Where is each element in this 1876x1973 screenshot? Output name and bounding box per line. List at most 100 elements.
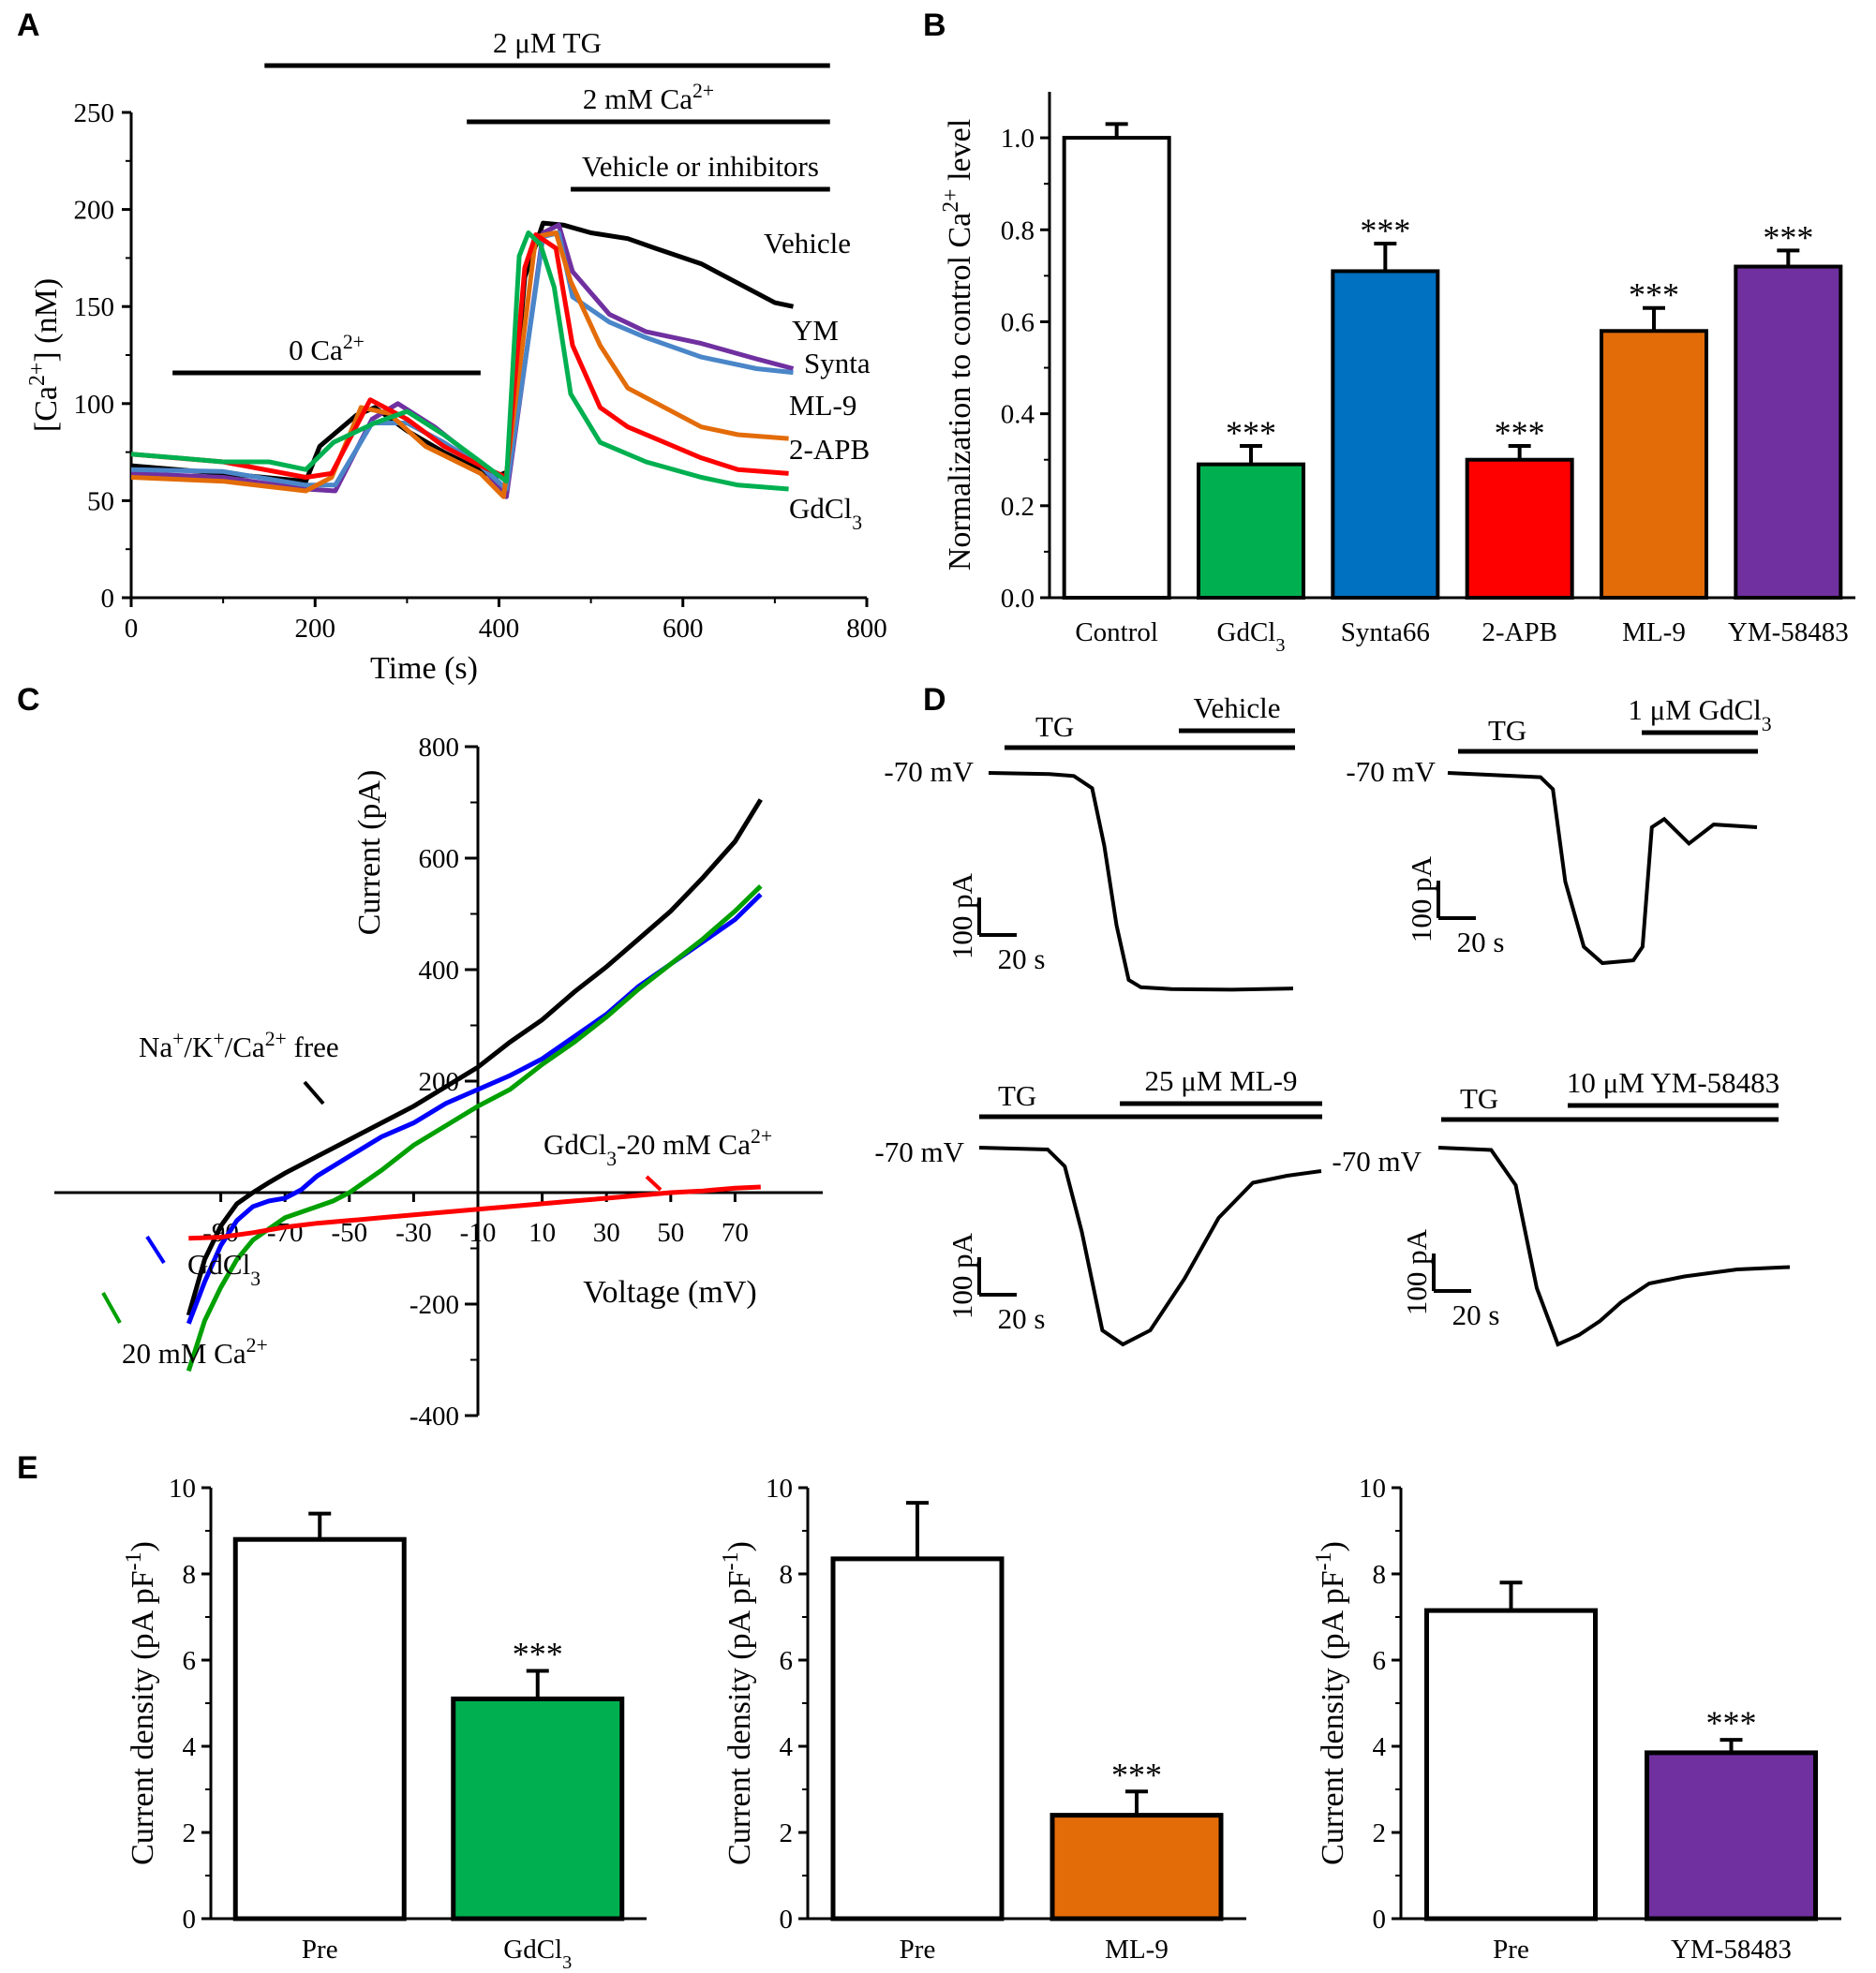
holding-potential: -70 mV — [1332, 1145, 1422, 1178]
bar-pre — [1424, 1608, 1598, 1921]
x-tick-label: 600 — [663, 614, 704, 644]
y-tick-label: 0.0 — [1001, 584, 1035, 614]
y-axis-title: Normalization to control Ca2+ level — [939, 119, 977, 571]
x-tick-label: -30 — [395, 1218, 432, 1248]
significance-stars: *** — [1226, 414, 1276, 452]
protocol-label: Vehicle or inhibitors — [582, 150, 819, 183]
panel-b-normalized-bars: 0.0 0.2 0.4 0.6 0.8 1.0 Normalization to contr… — [939, 92, 1855, 656]
y-axis-title: Current density (pA pF-1) — [1312, 1541, 1350, 1865]
y-tick-label: 150 — [74, 292, 115, 322]
trace-2-apb — [130, 232, 789, 480]
holding-potential: -70 mV — [874, 1135, 964, 1168]
curve-annotation: Na+/K+/Ca2+ free — [139, 1028, 339, 1063]
y-tick-label: 2 — [1373, 1818, 1387, 1848]
category-label: GdCl3 — [503, 1935, 572, 1973]
y-tick-label: 8 — [1373, 1560, 1387, 1590]
y-tick-label: 10 — [169, 1474, 196, 1504]
y-axis-title: Current density (pA pF-1) — [719, 1541, 757, 1865]
iv-curve — [188, 1184, 761, 1241]
legend-2-apb: 2-APB — [789, 433, 870, 466]
panel-label-e: E — [17, 1450, 38, 1486]
x-tick-label: 70 — [722, 1218, 749, 1248]
y-tick-label: 0.2 — [1001, 492, 1035, 522]
category-label: GdCl3 — [1217, 617, 1286, 656]
legend-synta: Synta — [804, 347, 871, 379]
annotation-pointer — [145, 1235, 166, 1265]
y-tick-label: 10 — [766, 1474, 793, 1504]
x-tick-label: 10 — [529, 1218, 556, 1248]
annotation-pointer — [101, 1292, 122, 1324]
y-tick-label: 10 — [1359, 1474, 1386, 1504]
trace-ml-9 — [130, 230, 789, 499]
x-tick-label: 800 — [846, 614, 887, 644]
x-tick-label: 400 — [479, 614, 520, 644]
bar-ym-58483 — [1645, 1750, 1818, 1921]
drug-label: Vehicle — [1194, 691, 1281, 724]
x-axis-title: Voltage (mV) — [583, 1275, 756, 1310]
category-label: Control — [1075, 617, 1158, 647]
y-tick-label: 1.0 — [1001, 124, 1035, 154]
bar-gdcl3 — [451, 1696, 625, 1921]
significance-stars: *** — [1360, 212, 1410, 249]
curve-annotation: GdCl3 — [187, 1248, 261, 1290]
current-trace — [978, 1146, 1322, 1347]
y-axis-title: Current density (pA pF-1) — [122, 1541, 160, 1865]
scale-label-time: 20 s — [1457, 926, 1505, 958]
y-tick-label: 0 — [101, 584, 115, 614]
bar-chart-2: 0 2 4 6 8 10 Current density (pA pF-1) Pre *** ML… — [719, 1474, 1246, 1965]
category-label: Pre — [900, 1935, 936, 1965]
annotation-pointer — [645, 1175, 663, 1192]
bar-chart-1: 0 2 4 6 8 10 Current density (pA pF-1) Pre *** Gd… — [122, 1474, 647, 1973]
bar-2-apb — [1465, 457, 1574, 600]
iv-curve — [186, 884, 763, 1372]
tg-label: TG — [1460, 1082, 1498, 1115]
tg-label: TG — [998, 1079, 1036, 1112]
legend-vehicle: Vehicle — [764, 227, 851, 260]
scale-label-time: 20 s — [998, 942, 1046, 975]
y-tick-label: 6 — [1373, 1646, 1387, 1676]
protocol-label: 2 mM Ca2+ — [583, 80, 714, 115]
x-tick-label: 0 — [125, 614, 139, 644]
y-tick-label: 6 — [183, 1646, 197, 1676]
annotation-pointer — [303, 1080, 325, 1105]
y-tick-label: 2 — [780, 1818, 794, 1848]
y-tick-label: -400 — [409, 1402, 459, 1432]
y-tick-label: 0.8 — [1001, 215, 1035, 245]
y-tick-label: 0 — [1373, 1905, 1387, 1935]
panel-d-current-traces: TG Vehicle -70 mV 100 pA 20 s TG 1 μM GdCl3 -70… — [874, 691, 1791, 1347]
bar-control — [1062, 136, 1171, 600]
panel-label-d: D — [923, 682, 946, 718]
trace-synta — [130, 230, 794, 492]
x-tick-label: -10 — [460, 1218, 497, 1248]
holding-potential: -70 mV — [884, 755, 974, 788]
y-tick-label: 4 — [183, 1732, 197, 1762]
y-tick-label: 6 — [780, 1646, 794, 1676]
scale-label-time: 20 s — [998, 1302, 1046, 1335]
category-label: YM-58483 — [1728, 617, 1849, 647]
panel-label-b: B — [923, 7, 946, 43]
y-axis-title: Current (pA) — [352, 770, 387, 936]
curve-annotation: 20 mM Ca2+ — [122, 1334, 268, 1370]
scale-label-current: 100 pA — [1400, 1228, 1433, 1315]
subpanel-25-m-ml-9: TG 25 μM ML-9 -70 mV 100 pA 20 s — [874, 1064, 1322, 1347]
subpanel-10-m-ym-58483: TG 10 μM YM-58483 -70 mV 100 pA 20 s — [1332, 1066, 1791, 1347]
legend-gdcl3: GdCl3 — [789, 492, 862, 534]
trace-gdcl3 — [130, 230, 789, 492]
y-tick-label: 800 — [419, 733, 460, 763]
y-tick-label: 0.6 — [1001, 307, 1035, 337]
y-tick-label: 2 — [183, 1818, 197, 1848]
panel-a-calcium-traces: 0 50 100 150 200 250 0 200 400 600 800 Time (s) [Ca2… — [25, 26, 887, 686]
drug-label: 10 μM YM-58483 — [1567, 1066, 1779, 1099]
y-tick-label: 100 — [74, 390, 115, 420]
y-axis-title: [Ca2+] (nM) — [25, 278, 64, 432]
current-trace — [1437, 1146, 1791, 1347]
y-tick-label: -200 — [409, 1290, 459, 1320]
legend-ym: YM — [792, 314, 839, 347]
bar-pre — [830, 1556, 1005, 1921]
tg-label: TG — [1488, 714, 1526, 747]
y-tick-label: 0.4 — [1001, 400, 1035, 430]
legend-ml-9: ML-9 — [789, 389, 856, 422]
bar-gdcl3 — [1197, 462, 1305, 600]
category-label: Pre — [302, 1935, 338, 1965]
panel-e-current-density: 0 2 4 6 8 10 Current density (pA pF-1) Pre *** Gd… — [122, 1474, 1841, 1973]
